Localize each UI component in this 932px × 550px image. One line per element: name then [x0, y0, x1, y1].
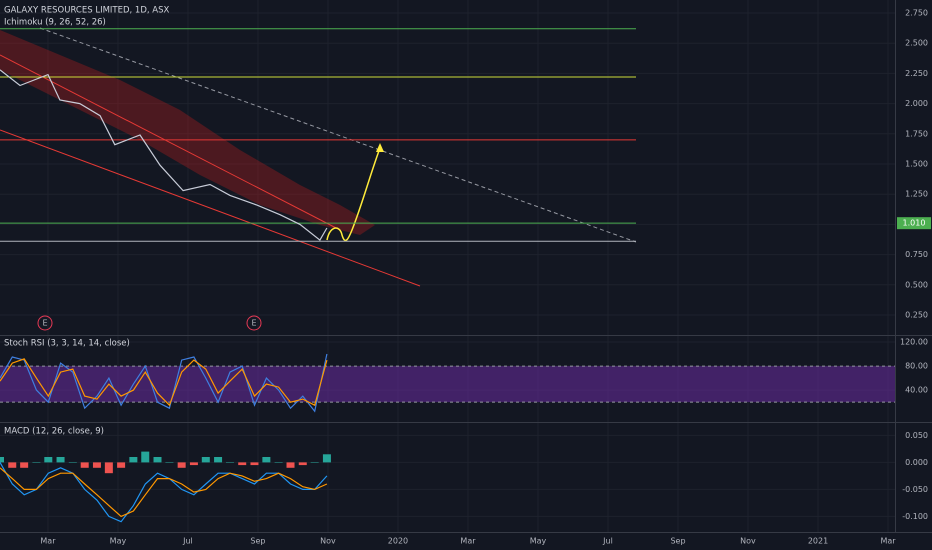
indicator-title: Stoch RSI (3, 3, 14, 14, close): [4, 339, 130, 349]
x-tick-label: Mar: [880, 537, 896, 546]
indicator-line: [0, 462, 328, 523]
ichimoku-cloud: [0, 30, 375, 235]
y-tick-label: -0.050: [902, 485, 928, 494]
channel-line: [0, 129, 421, 287]
y-tick-label: 0.500: [905, 280, 928, 289]
histogram-bar: [189, 462, 198, 466]
histogram-bar: [56, 456, 65, 463]
y-tick-label: 1.250: [905, 190, 928, 199]
histogram-bar: [177, 462, 186, 468]
last-price-box: [897, 217, 931, 230]
histogram-bar: [92, 462, 101, 468]
arrow-head: [376, 143, 384, 152]
price-line: [0, 69, 328, 242]
histogram-bar: [0, 456, 4, 463]
event-label: E: [42, 319, 47, 328]
histogram-bar: [80, 462, 89, 468]
histogram-bar: [298, 462, 307, 466]
channel-line: [0, 54, 341, 231]
x-tick-label: May: [110, 537, 127, 546]
histogram-bar: [262, 456, 271, 463]
y-tick-label: 0.050: [905, 431, 928, 440]
histogram-bar: [165, 462, 174, 463]
y-tick-label: 2.250: [905, 69, 928, 78]
x-tick-label: May: [530, 537, 547, 546]
y-tick-label: -0.100: [902, 512, 928, 521]
band: [0, 366, 895, 403]
histogram-bar: [8, 462, 17, 468]
histogram-bar: [322, 454, 331, 463]
histogram-bar: [20, 462, 29, 468]
histogram-bar: [68, 462, 77, 463]
x-tick-label: Nov: [740, 537, 756, 546]
x-tick-label: Mar: [40, 537, 56, 546]
y-tick-label: 120.00: [900, 338, 928, 347]
indicator-line: [0, 467, 328, 518]
last-price-label: 1.010: [903, 219, 926, 228]
histogram-bar: [32, 462, 41, 463]
y-tick-label: 1.750: [905, 129, 928, 138]
y-tick-label: 2.000: [905, 99, 928, 108]
event-marker: [246, 315, 262, 331]
histogram-bar: [250, 462, 259, 466]
indicator-line: [0, 358, 328, 407]
indicator-title: Ichimoku (9, 26, 52, 26): [4, 18, 106, 28]
histogram-bar: [286, 462, 295, 468]
trend-line: [39, 27, 637, 243]
y-tick-label: 0.750: [905, 250, 928, 259]
histogram-bar: [310, 462, 319, 463]
x-tick-label: 2020: [388, 537, 408, 546]
histogram-bar: [201, 456, 210, 463]
y-tick-label: 2.500: [905, 39, 928, 48]
histogram-bar: [104, 462, 113, 474]
histogram-bar: [117, 462, 126, 468]
y-tick-label: 1.500: [905, 159, 928, 168]
y-tick-label: 0.250: [905, 310, 928, 319]
x-tick-label: Sep: [250, 537, 265, 546]
x-tick-label: Nov: [320, 537, 336, 546]
histogram-bar: [225, 462, 234, 463]
histogram-bar: [238, 462, 247, 466]
indicator-line: [0, 353, 328, 413]
x-tick-label: Mar: [460, 537, 476, 546]
x-tick-label: Sep: [670, 537, 685, 546]
histogram-bar: [141, 451, 150, 463]
event-label: E: [251, 319, 256, 328]
y-tick-label: 40.00: [905, 386, 928, 395]
indicator-title: MACD (12, 26, close, 9): [4, 427, 104, 437]
histogram-bar: [214, 456, 223, 463]
histogram-bar: [153, 456, 162, 463]
y-tick-label: 80.00: [905, 362, 928, 371]
chart-title: GALAXY RESOURCES LIMITED, 1D, ASX: [4, 6, 169, 16]
histogram-bar: [274, 462, 283, 463]
histogram-bar: [129, 456, 138, 463]
histogram-bar: [44, 456, 53, 463]
x-tick-label: 2021: [808, 537, 828, 546]
projection: [326, 147, 381, 242]
y-tick-label: 2.750: [905, 9, 928, 18]
x-tick-label: Jul: [602, 537, 613, 546]
event-marker: [37, 315, 53, 331]
x-tick-label: Jul: [182, 537, 193, 546]
y-tick-label: 0.000: [905, 458, 928, 467]
